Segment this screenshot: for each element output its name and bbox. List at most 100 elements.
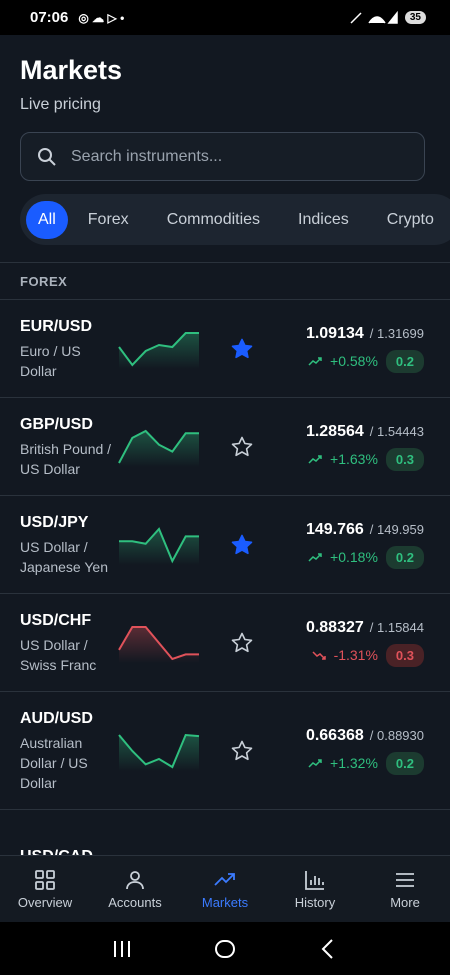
price: 1.09134 — [305, 324, 364, 342]
change-line: +0.18% 0.2 — [306, 545, 424, 569]
change: +1.32% — [330, 755, 378, 771]
spread-badge: 0.2 — [385, 751, 424, 775]
tab[interactable]: Commodities — [166, 210, 261, 228]
arrow — [308, 759, 322, 768]
nav-item[interactable]: Accounts — [90, 856, 180, 922]
nav-icon — [35, 870, 55, 890]
instrument-info: USD/CAD — [20, 846, 118, 856]
star-button[interactable] — [230, 435, 254, 459]
sparkline-area — [119, 528, 199, 565]
instrument-name: US Dollar / Japanese Yen — [20, 539, 108, 575]
nav-item[interactable]: History — [270, 856, 360, 922]
tab[interactable]: Forex — [87, 210, 129, 228]
sparkline-area — [119, 430, 199, 467]
nav-icon — [126, 871, 144, 890]
sparkline-line — [118, 733, 200, 768]
instrument-info: USD/CHF US Dollar / Swiss Franc — [20, 610, 118, 675]
star-button[interactable] — [230, 337, 254, 361]
symbol: GBP/USD — [20, 416, 93, 433]
star-button[interactable] — [230, 533, 254, 557]
instrument-row[interactable]: AUD/USD Australian Dollar / US Dollar 0.66… — [0, 692, 450, 810]
nav-label: Markets — [201, 895, 249, 910]
instrument-name: Australian Dollar / US Dollar — [20, 735, 88, 791]
star-button[interactable] — [230, 739, 254, 763]
sparkline-area — [119, 626, 199, 663]
reference-price: / 0.88930 — [369, 727, 424, 743]
nav-label: More — [390, 895, 420, 910]
price-line: 1.09134 / 1.31699 — [306, 325, 424, 343]
nav-label: Overview — [17, 895, 73, 910]
instrument-row[interactable]: USD/CAD — [0, 810, 450, 856]
nav-icon — [396, 873, 414, 887]
star-button[interactable] — [230, 631, 254, 655]
home-button[interactable] — [213, 937, 237, 961]
change-line: +1.32% 0.2 — [306, 751, 424, 775]
reference-price: / 149.959 — [369, 521, 424, 537]
sparkline-area — [119, 734, 199, 771]
price-line: 149.766 / 149.959 — [306, 521, 424, 539]
change: +0.58% — [330, 353, 378, 369]
change: -1.31% — [333, 647, 378, 663]
arrow — [308, 553, 322, 562]
instrument-name: US Dollar / Swiss Franc — [20, 637, 97, 673]
tab[interactable]: All — [26, 200, 68, 239]
back-button[interactable] — [316, 937, 340, 961]
instrument-row[interactable]: USD/JPY US Dollar / Japanese Yen 149.766 / … — [0, 496, 450, 594]
section-header: FOREX — [0, 262, 450, 300]
instrument-info: USD/JPY US Dollar / Japanese Yen — [20, 512, 118, 577]
bottom-nav: Overview Accounts Markets History More — [0, 855, 450, 922]
symbol: USD/CHF — [20, 612, 92, 629]
price: 1.28564 — [305, 422, 364, 440]
trend-arrow — [312, 651, 326, 660]
instrument-info: EUR/USD Euro / US Dollar — [20, 316, 118, 381]
tab[interactable]: Crypto — [386, 210, 434, 228]
arrow — [308, 455, 322, 464]
sparkline — [118, 429, 199, 467]
reference-price: / 1.31699 — [369, 325, 424, 341]
price: 0.88327 — [305, 618, 364, 636]
sparkline — [118, 733, 200, 771]
subtitle: Live pricing — [20, 96, 101, 113]
system-nav — [0, 922, 450, 975]
trend-arrow — [308, 759, 322, 768]
trend-arrow — [308, 553, 322, 562]
instrument-row[interactable]: GBP/USD British Pound / US Dollar 1.28564 /… — [0, 398, 450, 496]
trend-arrow — [308, 357, 322, 366]
symbol: USD/CAD — [20, 846, 118, 856]
sparkline — [118, 625, 199, 663]
tab[interactable]: Indices — [298, 210, 349, 228]
nav-item[interactable]: Markets — [180, 856, 270, 922]
nav-label: History — [294, 895, 336, 910]
sparkline — [119, 526, 199, 565]
title: Markets — [20, 55, 123, 85]
sparkline-line — [118, 625, 199, 660]
spread-badge: 0.2 — [385, 349, 424, 373]
price-line: 1.28564 / 1.54443 — [306, 423, 424, 441]
status-bar: 07:06 ◎ ☁ ▷ • 35 — [0, 0, 450, 35]
price: 149.766 — [305, 520, 364, 538]
status-icons: ◎ ☁ ▷ • — [78, 10, 125, 25]
reference-price: / 1.15844 — [369, 619, 424, 635]
spread-badge: 0.3 — [385, 643, 424, 667]
instrument-list: EUR/USD Euro / US Dollar 1.09134 / 1.31699 +… — [0, 300, 450, 855]
trend-arrow — [308, 455, 322, 464]
sparkline-area — [119, 332, 199, 369]
tab-bar: All Forex Commodities Indices Crypto — [20, 194, 450, 245]
instrument-info: AUD/USD Australian Dollar / US Dollar — [20, 708, 118, 793]
star-icon — [231, 436, 253, 456]
nav-item[interactable]: More — [360, 856, 450, 922]
symbol: EUR/USD — [20, 318, 93, 335]
sparkline-line — [118, 331, 199, 367]
arrow — [308, 357, 322, 366]
sparkline-line — [119, 526, 199, 563]
sparkline — [118, 331, 199, 369]
search-box[interactable]: Search instruments... — [20, 132, 425, 181]
price-column: 0.88327 / 1.15844 -1.31% 0.3 — [306, 619, 424, 667]
instrument-row[interactable]: EUR/USD Euro / US Dollar 1.09134 / 1.31699 +… — [0, 300, 450, 398]
star-icon — [231, 632, 253, 652]
recents-button[interactable] — [110, 937, 134, 961]
spread-badge: 0.3 — [385, 447, 424, 471]
instrument-row[interactable]: USD/CHF US Dollar / Swiss Franc 0.88327 / 1… — [0, 594, 450, 692]
nav-item[interactable]: Overview — [0, 856, 90, 922]
